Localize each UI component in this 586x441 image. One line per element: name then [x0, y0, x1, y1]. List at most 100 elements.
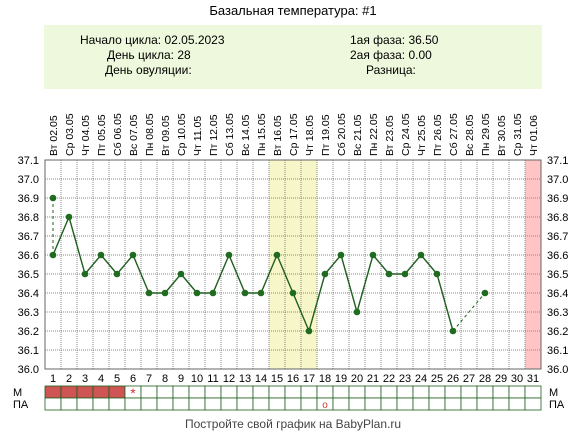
phase2-label: 2ая фаза: — [350, 48, 406, 62]
date-label: Чт 11.05 — [192, 116, 204, 156]
m-row-cell — [92, 385, 110, 399]
y-tick-label-left: 37.0 — [18, 174, 39, 186]
m-row-cell — [348, 385, 366, 399]
date-label: Пн 29.05 — [480, 113, 492, 156]
pa-row-cell — [492, 397, 510, 411]
day-number-label: 29 — [495, 373, 507, 385]
pa-row-cell — [508, 397, 526, 411]
date-label: Вт 23.05 — [384, 115, 396, 156]
y-tick-label-right: 36.6 — [547, 250, 568, 262]
m-row-cell — [428, 385, 446, 399]
pa-row-cell — [92, 397, 110, 411]
ovulation-day-label: День овуляции: — [105, 63, 192, 77]
ovulation-day-line: День овуляции: — [105, 63, 192, 77]
date-label: Ср 03.05 — [64, 113, 76, 156]
y-tick-label-left: 36.7 — [18, 231, 39, 243]
pa-row-cell — [476, 397, 494, 411]
day-number-label: 11 — [207, 373, 218, 385]
m-row-cell — [332, 385, 350, 399]
pa-row-cell — [172, 397, 190, 411]
day-number-label: 25 — [431, 373, 443, 385]
date-label: Вс 21.05 — [352, 114, 364, 156]
date-label: Пт 19.05 — [320, 114, 332, 156]
temperature-point — [81, 270, 89, 278]
temperature-point — [433, 270, 441, 278]
date-label: Вс 14.05 — [240, 114, 252, 156]
date-label: Сб 13.05 — [224, 113, 236, 156]
date-label: Ср 24.05 — [400, 113, 412, 156]
pa-row-cell — [204, 397, 222, 411]
temperature-point — [353, 308, 361, 316]
day-number-label: 21 — [367, 373, 379, 385]
y-tick-label-left: 37.1 — [18, 155, 39, 167]
dashed-line-segment — [452, 292, 486, 332]
temperature-point — [225, 251, 233, 259]
y-tick-label-right: 36.0 — [547, 364, 568, 376]
y-tick-label-right: 36.8 — [547, 212, 568, 224]
m-row-cell — [60, 385, 78, 399]
m-row-cell — [444, 385, 462, 399]
temperature-point — [193, 289, 201, 297]
day-number-label: 6 — [130, 373, 136, 385]
footer-link[interactable]: Постройте свой график на BabyPlan.ru — [184, 417, 402, 431]
cycle-start-value: 02.05.2023 — [164, 33, 225, 47]
temperature-line — [52, 214, 454, 334]
temperature-point — [145, 289, 153, 297]
date-label: Вт 09.05 — [160, 115, 172, 156]
pa-row-cell — [332, 397, 350, 411]
date-label: Пт 26.05 — [432, 114, 444, 156]
date-label: Чт 18.05 — [304, 115, 316, 156]
difference-line: Разница: — [366, 63, 416, 77]
pa-row-cell — [44, 397, 62, 411]
pa-row-cell — [156, 397, 174, 411]
day-number-label: 2 — [66, 373, 72, 385]
day-number-label: 17 — [303, 373, 315, 385]
y-tick-label-right: 36.1 — [547, 345, 568, 357]
temperature-point — [97, 251, 105, 259]
day-number-label: 14 — [255, 373, 267, 385]
temperature-point — [321, 270, 329, 278]
m-row-cell — [44, 385, 62, 399]
day-number-label: 12 — [223, 373, 235, 385]
temperature-point — [49, 251, 57, 259]
pa-row-cell — [460, 397, 478, 411]
y-tick-label-right: 37.1 — [547, 155, 568, 167]
highlight-day-band — [301, 160, 317, 369]
m-row-cell — [188, 385, 206, 399]
date-label: Чт 25.05 — [416, 115, 428, 156]
pa-row-cell — [412, 397, 430, 411]
y-tick-label-left: 36.4 — [18, 288, 39, 300]
y-tick-label-right: 36.3 — [547, 307, 568, 319]
m-row-cell — [412, 385, 430, 399]
temperature-point — [177, 270, 185, 278]
y-tick-label-left: 36.5 — [18, 269, 39, 281]
temperature-point — [65, 213, 73, 221]
m-row-cell — [380, 385, 398, 399]
date-label: Пн 15.05 — [256, 113, 268, 156]
y-tick-label-left: 36.2 — [18, 326, 39, 338]
day-number-label: 9 — [178, 373, 184, 385]
y-tick-label-left: 36.3 — [18, 307, 39, 319]
y-tick-label-left: 36.9 — [18, 193, 39, 205]
day-number-label: 3 — [82, 373, 88, 385]
date-label: Вт 02.05 — [48, 115, 60, 156]
pa-row-cell — [236, 397, 254, 411]
temperature-point — [385, 270, 393, 278]
m-row-cell — [172, 385, 190, 399]
cycle-start-label: Начало цикла: — [80, 33, 162, 47]
pa-row-cell — [380, 397, 398, 411]
temperature-point — [257, 289, 265, 297]
m-row-cell — [300, 385, 318, 399]
date-label: Ср 17.05 — [288, 113, 300, 156]
date-label: Вт 30.05 — [496, 115, 508, 156]
pa-row-circle-marker: o — [322, 400, 328, 411]
m-row-cell — [364, 385, 382, 399]
pa-row-cell — [60, 397, 78, 411]
day-number-label: 8 — [162, 373, 168, 385]
temperature-point — [273, 251, 281, 259]
pa-row-cell — [140, 397, 158, 411]
day-number-label: 16 — [287, 373, 299, 385]
temperature-point — [161, 289, 169, 297]
date-label: Вс 07.05 — [128, 114, 140, 156]
pa-row-cell — [108, 397, 126, 411]
